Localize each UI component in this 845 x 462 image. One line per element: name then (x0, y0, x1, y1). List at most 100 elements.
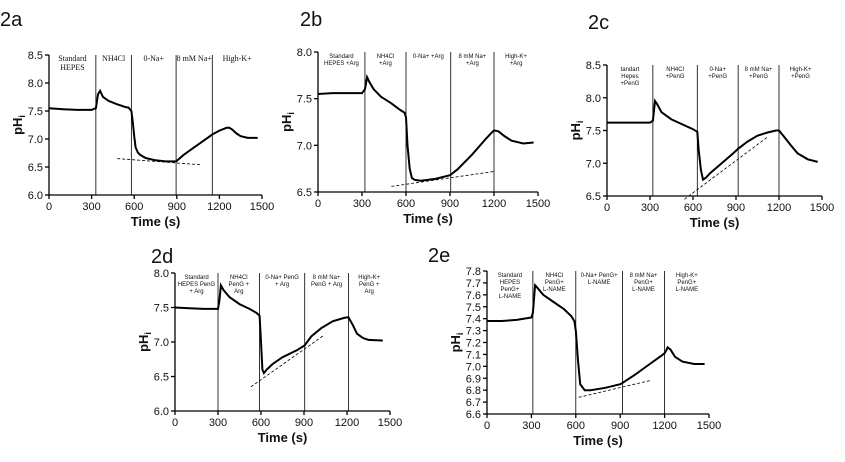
phase-label: 0-Na+ +PenG (708, 67, 727, 80)
phase-label: 0-Na+ PenG+ L-NAME (581, 273, 619, 286)
x-tick-label: 600 (252, 417, 270, 429)
x-axis-title: Time (s) (573, 433, 623, 448)
panel-label: 2e (428, 245, 450, 267)
phase-label: NH4Cl PenG + Arg (229, 275, 250, 295)
y-tick-label: 6.5 (154, 372, 169, 384)
x-tick-label: 0 (315, 198, 321, 210)
x-tick-label: 300 (209, 417, 227, 429)
x-tick-label: 300 (641, 202, 659, 214)
y-tick-label: 8.0 (586, 93, 601, 105)
phase-label: High-K+ PenG+ L-NAME (675, 273, 698, 293)
ph-trace-line (607, 98, 818, 182)
y-tick-label: 8.0 (154, 268, 169, 280)
y-tick-label: 7.2 (466, 338, 481, 350)
x-axis-title: Time (s) (690, 215, 740, 230)
x-tick-label: 900 (441, 198, 459, 210)
x-tick-label: 1200 (482, 198, 506, 210)
x-tick-label: 900 (727, 202, 745, 214)
panel-2d: 2d 0 300 600 900 1200 1500 6.0 6.5 7.0 7.5 8.0 Time … (136, 246, 402, 445)
ph-trace-line (487, 282, 705, 392)
y-tick-label: 7.3 (466, 326, 481, 338)
phase-label: 8 mM Na+ +Arg (458, 54, 486, 67)
y-axis-title: pHi (448, 333, 465, 353)
ph-trace-line (174, 282, 383, 376)
x-tick-label: 0 (484, 420, 490, 432)
ph-trace-line (48, 88, 258, 163)
phase-label: 0-Na+ PenG + Arg (265, 275, 299, 288)
phase-label: 0-Na+ (143, 54, 164, 63)
panel-2b: 2b 0 300 600 900 1200 1500 6.5 7.0 7.5 8.0 Time (s)… (279, 9, 550, 226)
x-tick-label: 1200 (207, 201, 231, 213)
phase-label: 8 mM Na+ PenG+ L-NAME (630, 273, 658, 293)
fit-line (578, 380, 650, 398)
fit-line (391, 171, 495, 187)
phase-label: 8 mM Na+ +PenG (745, 67, 773, 80)
panel-label: 2a (0, 9, 23, 31)
panel-2e: 2e0 300 600 900 1200 15006.66.76.86.97.07.17.… (428, 245, 721, 448)
phase-label: Standard HEPES PenG+ L-NAME (498, 273, 522, 300)
y-tick-label: 7.0 (154, 337, 169, 349)
phase-label: NH4Cl +Arg (377, 54, 395, 67)
x-tick-label: 1500 (526, 198, 550, 210)
phase-label: Standard HEPES PenG + Arg (178, 275, 216, 295)
y-tick-label: 7.5 (586, 126, 601, 138)
phase-label: 8 mM Na+ (177, 54, 213, 63)
y-axis-title: pHi (568, 121, 585, 141)
x-tick-label: 600 (684, 202, 702, 214)
phase-label: Standard HEPES (58, 54, 86, 72)
y-tick-label: 7.6 (466, 290, 481, 302)
phase-label: tandart Hepes +PenG (621, 67, 640, 87)
phase-label: High-K+ PenG + Arg (358, 275, 380, 295)
x-tick-label: 0 (46, 201, 52, 213)
y-tick-label: 6.0 (154, 406, 169, 418)
y-tick-label: 7.8 (466, 266, 481, 278)
y-tick-label: 8.0 (297, 47, 312, 59)
x-tick-label: 900 (611, 420, 629, 432)
y-tick-label: 6.9 (466, 373, 481, 385)
panel-label: 2c (588, 12, 609, 34)
y-tick-label: 6.5 (586, 191, 601, 203)
y-tick-label: 7.0 (28, 134, 43, 146)
x-axis-title: Time (s) (258, 430, 308, 445)
x-tick-label: 300 (353, 198, 371, 210)
y-tick-label: 6.6 (466, 409, 481, 421)
panel-2a: 2a 0 300 600 900 1200 1500 6.0 6.5 7.0 7.5 8.0 8.5 Ti… (0, 9, 274, 229)
phase-label: High-K+ +Arg (505, 54, 527, 67)
x-tick-label: 300 (82, 201, 100, 213)
x-tick-label: 0 (604, 202, 610, 214)
fit-line (684, 136, 768, 200)
phase-label: High-K+ (223, 54, 252, 63)
y-axis-title: pHi (136, 332, 153, 352)
x-tick-label: 1500 (378, 417, 402, 429)
panel-label: 2b (300, 9, 322, 31)
x-tick-label: 1500 (810, 202, 834, 214)
y-tick-label: 6.0 (28, 190, 43, 202)
panel-label: 2d (151, 246, 173, 268)
y-tick-label: 7.1 (466, 349, 481, 361)
y-tick-label: 7.7 (466, 278, 481, 290)
y-tick-label: 6.8 (466, 385, 481, 397)
x-tick-label: 600 (397, 198, 415, 210)
phase-label: 0-Na+ +Arg (413, 54, 444, 60)
ph-trace-line (317, 73, 534, 182)
x-tick-label: 1200 (652, 420, 676, 432)
y-tick-label: 8.5 (28, 50, 43, 62)
y-tick-label: 6.7 (466, 397, 481, 409)
x-tick-label: 1500 (250, 201, 274, 213)
y-tick-label: 7.5 (28, 106, 43, 118)
y-tick-label: 7.0 (297, 140, 312, 152)
x-axis-title: Time (s) (403, 211, 453, 226)
x-tick-label: 300 (522, 420, 540, 432)
y-tick-label: 6.5 (297, 187, 312, 199)
x-tick-label: 0 (172, 417, 178, 429)
x-tick-label: 1500 (697, 420, 721, 432)
x-tick-label: 600 (567, 420, 585, 432)
x-tick-label: 900 (295, 417, 313, 429)
phase-label: NH4Cl +PenG (666, 67, 685, 80)
y-axis-title: pHi (10, 115, 27, 135)
y-tick-label: 7.4 (466, 314, 481, 326)
y-tick-label: 8.0 (28, 78, 43, 90)
panel-2c: 2c 0 300 600 900 1200 1500 6.5 7.0 7.5 8.0 8.5 Time … (568, 12, 834, 230)
y-axis-title: pHi (279, 112, 296, 132)
x-tick-label: 600 (125, 201, 143, 213)
